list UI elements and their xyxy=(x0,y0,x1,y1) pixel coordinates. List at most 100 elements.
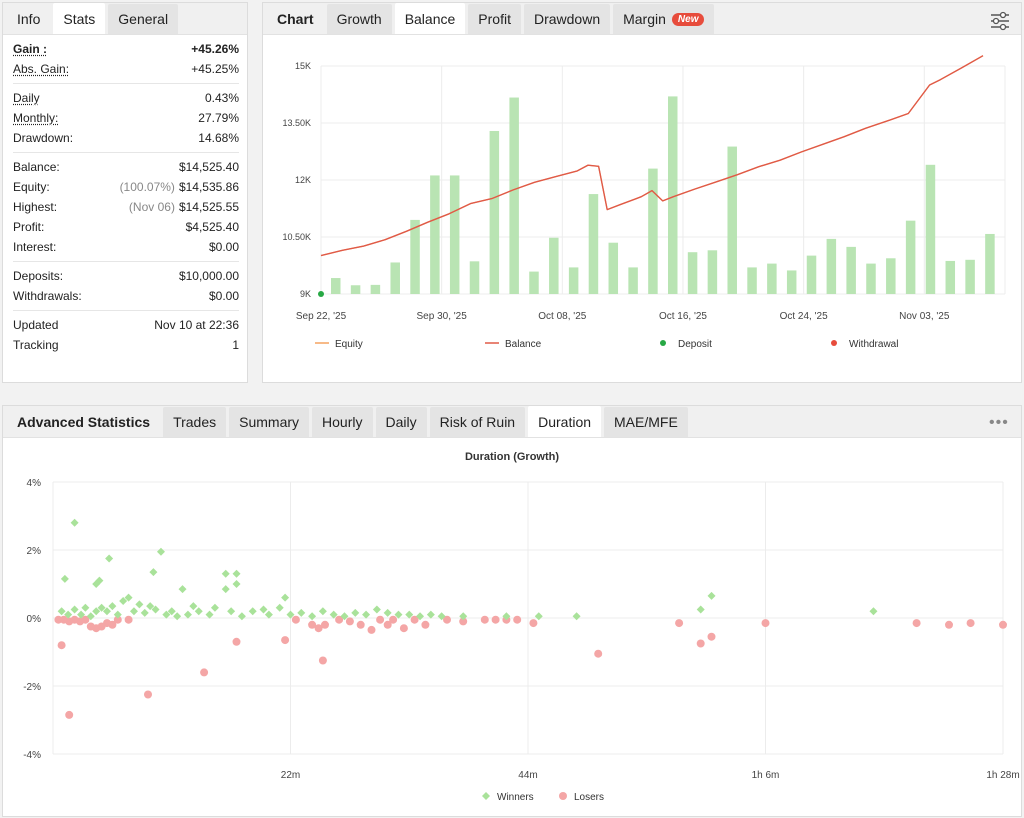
legend-label: Deposit xyxy=(678,339,712,350)
stat-value-group: $0.00 xyxy=(209,240,239,254)
balance-bar xyxy=(628,267,638,294)
winner-point xyxy=(351,608,360,617)
tab-chart[interactable]: Chart xyxy=(267,4,324,34)
loser-point xyxy=(314,624,323,633)
legend-losers[interactable]: Losers xyxy=(559,792,604,803)
tab-risk-of-ruin[interactable]: Risk of Ruin xyxy=(429,407,526,437)
divider xyxy=(13,152,239,153)
loser-point xyxy=(376,615,385,624)
balance-bar xyxy=(687,252,698,294)
stat-label: Balance: xyxy=(13,160,60,174)
y-tick-label: 12K xyxy=(295,175,311,185)
balance-bar xyxy=(449,175,460,294)
tab-label: Balance xyxy=(404,10,456,27)
winner-point xyxy=(221,569,230,578)
loser-point xyxy=(367,625,376,634)
balance-bar xyxy=(509,97,519,294)
tab-duration[interactable]: Duration xyxy=(528,406,602,437)
loser-point xyxy=(912,619,921,628)
winner-point xyxy=(394,610,403,619)
balance-bar xyxy=(430,175,440,294)
legend-deposit[interactable]: Deposit xyxy=(660,339,712,350)
loser-point xyxy=(113,615,122,624)
y-tick-label: 15K xyxy=(295,61,311,71)
stat-label: Interest: xyxy=(13,240,57,254)
loser-point xyxy=(144,690,152,699)
winner-point xyxy=(340,612,349,621)
x-tick-label: Nov 03, '25 xyxy=(899,311,950,322)
tab-advanced-statistics[interactable]: Advanced Statistics xyxy=(7,407,160,437)
balance-bar xyxy=(767,263,777,294)
legend-withdrawal[interactable]: Withdrawal xyxy=(831,339,898,350)
divider xyxy=(13,261,239,262)
tab-daily[interactable]: Daily xyxy=(375,407,427,437)
tab-drawdown[interactable]: Drawdown xyxy=(523,4,611,34)
loser-point xyxy=(696,639,705,648)
winner-point xyxy=(405,610,414,619)
balance-bar xyxy=(549,237,559,294)
winner-point xyxy=(281,593,290,602)
tab-stats[interactable]: Stats xyxy=(53,3,106,34)
balance-bar xyxy=(786,270,797,294)
stat-row-daily: Daily 0.43% xyxy=(13,88,239,108)
chart-title: Duration (Growth) xyxy=(465,451,559,463)
winner-point xyxy=(459,612,468,621)
tab-label: Hourly xyxy=(322,414,363,430)
tab-profit[interactable]: Profit xyxy=(468,4,521,34)
balance-bar xyxy=(925,164,936,294)
tab-hourly[interactable]: Hourly xyxy=(312,407,373,437)
tab-trades[interactable]: Trades xyxy=(163,407,227,437)
legend-balance[interactable]: Balance xyxy=(485,339,542,350)
tab-balance[interactable]: Balance xyxy=(394,3,466,34)
tab-label: Advanced Statistics xyxy=(17,414,151,430)
balance-chart: 9K 10.50K 12K 13.50K 15K Sep 22, '25 Sep 30, '… xyxy=(282,55,1006,350)
winner-point xyxy=(81,603,90,612)
loser-point xyxy=(108,620,117,629)
y-tick-label: 10.50K xyxy=(282,232,311,242)
stat-label[interactable]: Monthly: xyxy=(13,111,59,125)
winner-point xyxy=(189,602,198,611)
more-dots-icon[interactable]: ••• xyxy=(989,414,1009,431)
winner-point xyxy=(259,605,268,614)
loser-point xyxy=(999,620,1007,629)
stat-value-group: 0.43% xyxy=(205,91,239,105)
winner-point xyxy=(140,608,149,617)
balance-bar xyxy=(727,146,737,294)
stat-value-group: (Nov 06) $14,525.55 xyxy=(129,200,239,214)
deposit-point xyxy=(318,291,324,297)
tab-label: Summary xyxy=(239,414,300,430)
balance-bar xyxy=(588,194,599,294)
loser-point xyxy=(594,649,603,658)
winner-point xyxy=(86,612,95,621)
new-badge: New xyxy=(671,12,705,26)
stat-label[interactable]: Abs. Gain: xyxy=(13,62,70,76)
loser-point xyxy=(57,641,66,650)
balance-bar xyxy=(806,255,817,294)
legend-equity[interactable]: Equity xyxy=(315,339,363,350)
tab-info[interactable]: Info xyxy=(7,4,50,34)
loser-point xyxy=(291,615,300,624)
loser-point xyxy=(65,710,74,719)
y-tick-label: 0% xyxy=(27,614,42,625)
loser-point xyxy=(308,620,317,629)
loser-point xyxy=(459,617,468,626)
winner-point xyxy=(232,580,241,588)
sliders-icon[interactable] xyxy=(989,11,1011,36)
legend-winners[interactable]: Winners xyxy=(482,792,534,803)
stat-row-tracking: Tracking 1 xyxy=(13,335,239,355)
stat-label[interactable]: Gain : xyxy=(13,42,48,56)
tab-mae-mfe[interactable]: MAE/MFE xyxy=(604,407,688,437)
legend-swatch xyxy=(660,340,666,346)
balance-line xyxy=(320,55,984,257)
balance-bar xyxy=(410,219,420,294)
winner-point xyxy=(146,602,155,611)
tab-margin[interactable]: Margin New xyxy=(613,4,715,34)
stat-sub: (Nov 06) xyxy=(128,200,175,214)
tab-general[interactable]: General xyxy=(108,4,179,34)
tab-growth[interactable]: Growth xyxy=(326,4,392,34)
winner-point xyxy=(264,610,273,619)
stat-label[interactable]: Daily xyxy=(13,91,40,105)
winner-point xyxy=(437,612,446,621)
stat-row-drawdown: Drawdown: 14.68% xyxy=(13,128,239,148)
tab-summary[interactable]: Summary xyxy=(229,407,310,437)
